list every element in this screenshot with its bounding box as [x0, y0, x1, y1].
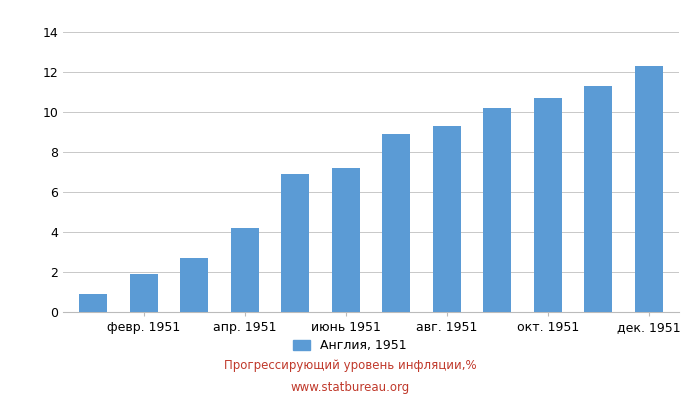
- Bar: [281, 174, 309, 312]
- Bar: [181, 258, 208, 312]
- Text: www.statbureau.org: www.statbureau.org: [290, 382, 410, 394]
- Bar: [584, 86, 612, 312]
- Legend: Англия, 1951: Англия, 1951: [288, 334, 412, 357]
- Bar: [231, 228, 259, 312]
- Bar: [483, 108, 511, 312]
- Bar: [130, 274, 158, 312]
- Text: Прогрессирующий уровень инфляции,%: Прогрессирующий уровень инфляции,%: [224, 360, 476, 372]
- Bar: [332, 168, 360, 312]
- Bar: [79, 294, 107, 312]
- Bar: [433, 126, 461, 312]
- Bar: [534, 98, 561, 312]
- Bar: [635, 66, 663, 312]
- Bar: [382, 134, 410, 312]
